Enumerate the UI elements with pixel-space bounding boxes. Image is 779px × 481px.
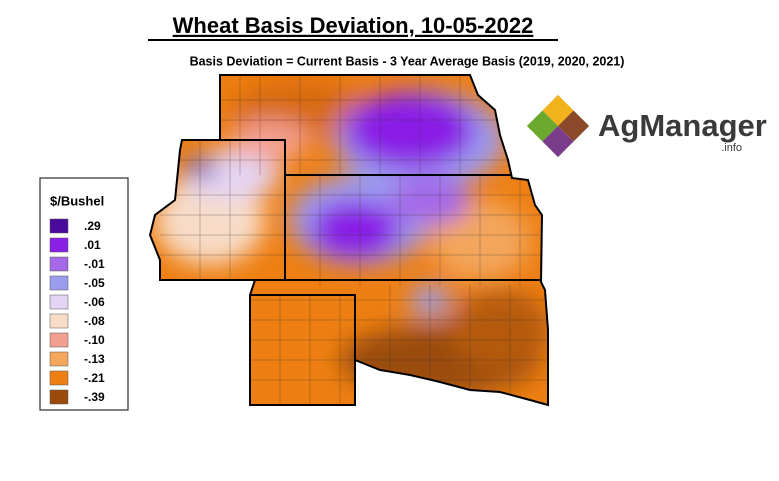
legend-label: .29 <box>84 219 101 233</box>
legend-box <box>39 177 129 411</box>
legend-label: -.39 <box>84 390 105 404</box>
legend-swatch <box>49 237 69 253</box>
logo: AgManager .info <box>526 94 767 158</box>
legend-label: .01 <box>84 238 101 252</box>
legend: $/Bushel .29 .01 -.01 -.05 -.06 -.08 -.10 -.13 -… <box>39 177 129 411</box>
legend-swatch <box>49 294 69 310</box>
title: Wheat Basis Deviation, 10-05-2022 <box>173 13 534 38</box>
legend-label: -.08 <box>84 314 105 328</box>
subtitle: Basis Deviation = Current Basis - 3 Year… <box>190 54 625 68</box>
logo-icon <box>526 94 590 158</box>
state-borders <box>148 74 549 407</box>
legend-label: -.21 <box>84 371 105 385</box>
legend-swatch <box>49 256 69 272</box>
logo-suffix: .info <box>721 142 742 154</box>
legend-label: -.05 <box>84 276 105 290</box>
legend-swatch <box>49 218 69 234</box>
legend-label: -.01 <box>84 257 105 271</box>
legend-swatch <box>49 370 69 386</box>
legend-label: -.06 <box>84 295 105 309</box>
legend-label: -.13 <box>84 352 105 366</box>
legend-swatch <box>49 313 69 329</box>
legend-swatch <box>49 332 69 348</box>
legend-title: $/Bushel <box>50 193 104 208</box>
legend-label: -.10 <box>84 333 105 347</box>
legend-swatch <box>49 389 69 405</box>
logo-name: AgManager <box>598 108 767 143</box>
legend-swatch <box>49 351 69 367</box>
legend-swatch <box>49 275 69 291</box>
